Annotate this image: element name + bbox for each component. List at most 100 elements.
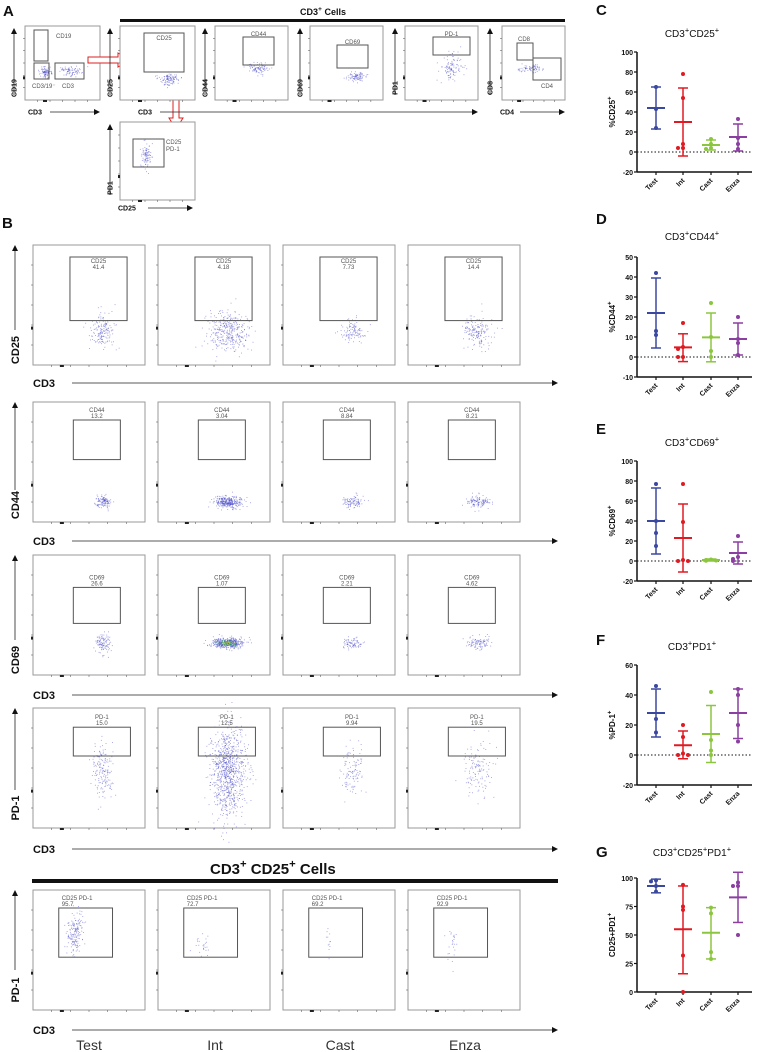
event-dot bbox=[448, 77, 449, 79]
event-dot bbox=[96, 769, 98, 771]
event-dot bbox=[73, 924, 75, 926]
event-dot bbox=[476, 500, 478, 501]
event-dot bbox=[467, 326, 468, 328]
event-dot bbox=[450, 69, 452, 71]
event-dot bbox=[109, 503, 111, 505]
gate bbox=[322, 419, 371, 461]
event-dot bbox=[230, 341, 231, 343]
event-dot bbox=[239, 758, 241, 759]
event-dot bbox=[450, 64, 452, 66]
event-dot bbox=[218, 763, 220, 765]
event-dot bbox=[68, 69, 70, 70]
event-dot bbox=[225, 501, 227, 503]
event-dot bbox=[468, 759, 470, 760]
arrow-head-icon bbox=[472, 109, 478, 115]
event-dot bbox=[176, 76, 177, 78]
event-dot bbox=[145, 148, 147, 150]
event-dot bbox=[230, 792, 232, 794]
event-dot bbox=[246, 802, 248, 804]
event-dot bbox=[101, 649, 103, 651]
arrow-head-icon bbox=[11, 28, 17, 34]
event-dot bbox=[250, 502, 251, 504]
event-dot bbox=[467, 346, 469, 348]
event-dot bbox=[353, 646, 355, 648]
event-dot bbox=[485, 497, 487, 499]
event-dot bbox=[242, 331, 244, 333]
event-dot bbox=[266, 68, 268, 70]
event-dot bbox=[359, 330, 361, 332]
event-dot bbox=[218, 741, 219, 742]
event-dot bbox=[227, 797, 228, 799]
event-dot bbox=[41, 68, 43, 70]
event-dot bbox=[220, 763, 222, 764]
event-dot bbox=[94, 502, 96, 504]
event-dots bbox=[89, 735, 117, 810]
event-dot bbox=[98, 498, 100, 500]
event-dot bbox=[215, 804, 217, 805]
event-dot bbox=[226, 340, 228, 342]
event-dot bbox=[236, 334, 238, 335]
event-dot bbox=[228, 750, 230, 752]
event-dot bbox=[221, 343, 223, 345]
event-dot bbox=[228, 774, 230, 776]
event-dot bbox=[100, 312, 102, 314]
event-dot bbox=[482, 326, 484, 328]
event-dot bbox=[352, 500, 354, 502]
event-dot bbox=[228, 752, 230, 754]
event-dot bbox=[530, 69, 531, 70]
event-dot bbox=[238, 798, 240, 799]
event-dot bbox=[353, 73, 355, 74]
event-dot bbox=[479, 639, 481, 641]
event-dot bbox=[235, 498, 237, 500]
event-dot bbox=[107, 769, 109, 771]
event-dot bbox=[101, 768, 103, 770]
event-dot bbox=[471, 767, 473, 769]
event-dot bbox=[470, 500, 472, 502]
event-dot bbox=[262, 68, 264, 70]
event-dot bbox=[353, 645, 355, 647]
event-dot bbox=[213, 501, 215, 503]
event-dot bbox=[480, 335, 482, 337]
event-dot bbox=[446, 59, 448, 61]
event-dot bbox=[228, 776, 229, 777]
event-dot bbox=[524, 67, 526, 69]
event-dot bbox=[234, 311, 236, 312]
event-dot bbox=[236, 646, 238, 648]
event-dot bbox=[222, 339, 224, 341]
event-dot bbox=[162, 80, 164, 81]
event-dot bbox=[447, 63, 449, 65]
event-dot bbox=[238, 765, 240, 767]
event-dot bbox=[230, 758, 231, 760]
event-dot bbox=[51, 73, 53, 75]
event-dot bbox=[225, 749, 226, 751]
event-dot bbox=[230, 637, 232, 639]
event-dot bbox=[229, 802, 230, 804]
event-dot bbox=[225, 497, 226, 499]
event-dot bbox=[235, 779, 237, 781]
event-dot bbox=[352, 644, 354, 646]
event-dot bbox=[463, 338, 464, 340]
event-dot bbox=[233, 346, 235, 348]
event-dot bbox=[219, 799, 221, 800]
event-dot bbox=[221, 315, 222, 317]
event-dot bbox=[253, 69, 255, 71]
event-dot bbox=[353, 496, 355, 497]
event-dot bbox=[235, 508, 237, 510]
event-dot bbox=[462, 638, 464, 640]
event-dot bbox=[234, 500, 236, 502]
event-dot bbox=[220, 496, 222, 498]
event-dot bbox=[342, 326, 344, 328]
event-dot bbox=[223, 827, 225, 829]
event-dot bbox=[362, 642, 364, 644]
event-dot bbox=[475, 756, 476, 758]
event-dot bbox=[226, 806, 228, 807]
event-dot bbox=[99, 752, 101, 754]
event-dot bbox=[99, 644, 101, 646]
event-dot bbox=[216, 796, 218, 798]
event-dot bbox=[231, 641, 233, 643]
event-dot bbox=[350, 642, 352, 644]
event-dot bbox=[218, 344, 220, 346]
event-dot bbox=[355, 317, 357, 319]
event-dot bbox=[224, 758, 226, 760]
event-dot bbox=[469, 757, 471, 759]
